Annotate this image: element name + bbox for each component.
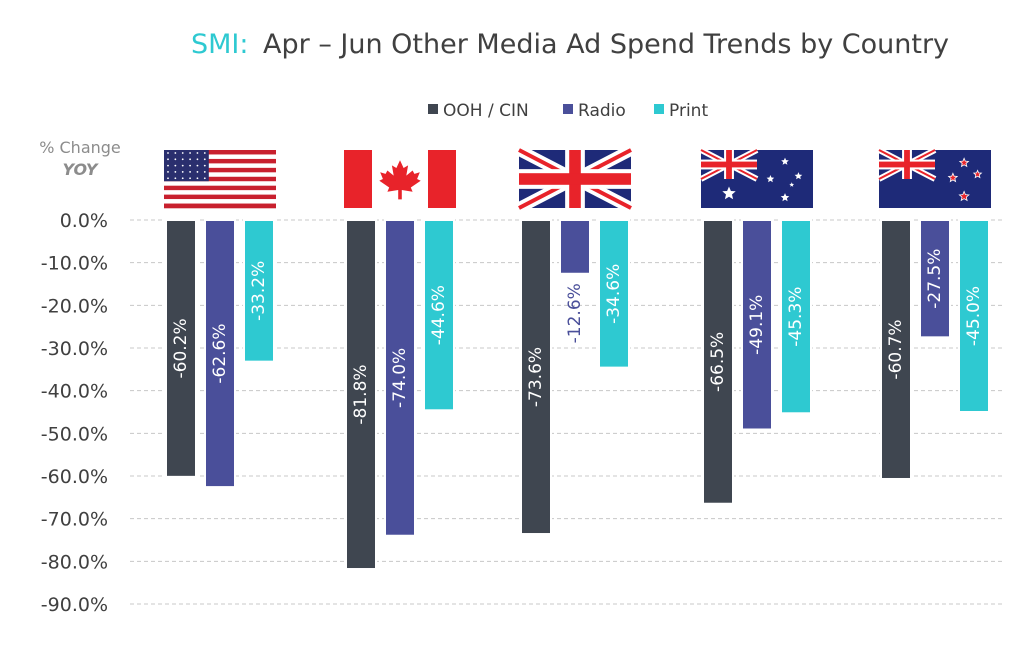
legend: OOH / CIN Radio Print bbox=[428, 101, 708, 121]
bar-value-label: -27.5% bbox=[925, 249, 945, 309]
flag-usa-icon bbox=[164, 150, 276, 209]
bar bbox=[958, 219, 990, 413]
bar bbox=[204, 219, 236, 489]
bar bbox=[919, 219, 951, 339]
flag-australia-icon bbox=[699, 147, 813, 208]
bar-value-label: -73.6% bbox=[526, 347, 546, 407]
bar bbox=[165, 219, 197, 478]
bar bbox=[598, 219, 630, 369]
legend-swatch bbox=[654, 104, 664, 114]
bar bbox=[559, 219, 591, 275]
bar bbox=[345, 219, 377, 571]
y-tick-label: -90.0% bbox=[41, 594, 108, 616]
y-tick-label: 0.0% bbox=[60, 210, 108, 232]
bar-value-label: -60.7% bbox=[886, 319, 906, 379]
bar-value-label: -60.2% bbox=[171, 318, 191, 378]
y-tick-label: -40.0% bbox=[41, 381, 108, 403]
y-tick-label: -80.0% bbox=[41, 551, 108, 573]
bar bbox=[880, 219, 912, 480]
legend-swatch bbox=[428, 104, 438, 114]
bar-value-label: -81.8% bbox=[351, 364, 371, 424]
bar-value-label: -44.6% bbox=[429, 285, 449, 345]
y-tick-label: -20.0% bbox=[41, 295, 108, 317]
y-tick-label: -10.0% bbox=[41, 253, 108, 275]
bar bbox=[780, 219, 812, 415]
bar-value-label: -45.0% bbox=[964, 286, 984, 346]
chart-title-prefix: SMI: bbox=[191, 29, 249, 60]
bar-value-label: -66.5% bbox=[708, 332, 728, 392]
bar bbox=[741, 219, 773, 431]
bar-value-label: -12.6% bbox=[565, 283, 585, 343]
bars bbox=[165, 219, 990, 571]
country-flags bbox=[164, 144, 991, 214]
y-axis-ticks: 0.0% -10.0% -20.0% -30.0% -40.0% -50.0% -60.0%… bbox=[41, 210, 108, 616]
y-axis-label-line1: % Change bbox=[39, 138, 121, 157]
legend-label: OOH / CIN bbox=[443, 101, 529, 121]
bar bbox=[520, 219, 552, 536]
flag-uk-icon bbox=[516, 144, 634, 214]
bar-labels: -60.2% -62.6% -33.2% -81.8% -74.0% -44.6% -73.… bbox=[171, 249, 984, 425]
bar bbox=[423, 219, 455, 412]
y-axis-label-line2: YOY bbox=[62, 160, 98, 179]
flag-canada-icon bbox=[344, 150, 456, 208]
bar-value-label: -34.6% bbox=[604, 264, 624, 324]
y-tick-label: -60.0% bbox=[41, 466, 108, 488]
gridlines bbox=[130, 219, 1005, 605]
bar bbox=[384, 219, 416, 537]
y-tick-label: -50.0% bbox=[41, 423, 108, 445]
bar-value-label: -49.1% bbox=[747, 295, 767, 355]
legend-label: Print bbox=[669, 101, 708, 121]
legend-swatch bbox=[563, 104, 573, 114]
bar-value-label: -74.0% bbox=[390, 348, 410, 408]
bar-value-label: -45.3% bbox=[786, 287, 806, 347]
bar-value-label: -33.2% bbox=[249, 261, 269, 321]
bar bbox=[243, 219, 275, 363]
flag-new-zealand-icon bbox=[877, 147, 991, 208]
chart-title-main: Apr – Jun Other Media Ad Spend Trends by… bbox=[263, 29, 949, 60]
legend-label: Radio bbox=[578, 101, 626, 121]
bar-value-label: -62.6% bbox=[210, 323, 230, 383]
chart-title: SMI: Apr – Jun Other Media Ad Spend Tren… bbox=[191, 29, 949, 60]
y-tick-label: -30.0% bbox=[41, 338, 108, 360]
bar bbox=[702, 219, 734, 505]
y-tick-label: -70.0% bbox=[41, 509, 108, 531]
